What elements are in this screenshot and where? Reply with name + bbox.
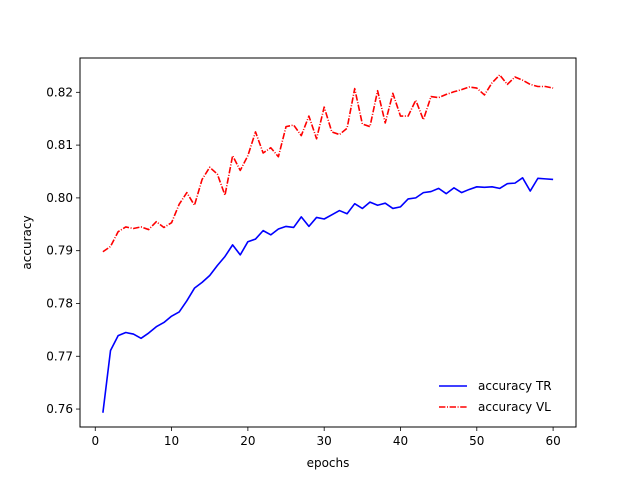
- y-tick-label: 0.80: [46, 191, 73, 205]
- x-axis-label: epochs: [307, 456, 350, 470]
- y-axis-ticks: 0.76 0.77 0.78 0.79 0.80 0.81 0.82: [46, 85, 80, 416]
- x-tick-label: 0: [91, 434, 99, 448]
- y-axis-label: accuracy: [20, 215, 34, 269]
- legend-label-accuracy-vl: accuracy VL: [478, 400, 551, 414]
- x-tick-label: 40: [393, 434, 408, 448]
- x-tick-label: 20: [240, 434, 255, 448]
- y-tick-label: 0.81: [46, 138, 73, 152]
- y-tick-label: 0.79: [46, 244, 73, 258]
- y-tick-label: 0.78: [46, 296, 73, 310]
- plot-frame: [79, 57, 577, 428]
- plot-content: [102, 74, 554, 413]
- x-tick-label: 60: [545, 434, 560, 448]
- legend: accuracy TR accuracy VL: [439, 379, 552, 414]
- legend-label-accuracy-tr: accuracy TR: [478, 379, 552, 393]
- x-tick-label: 30: [317, 434, 332, 448]
- series-line-accuracy-vl: [102, 74, 554, 253]
- y-tick-label: 0.77: [46, 349, 73, 363]
- x-axis-ticks: 0 10 20 30 40 50 60: [91, 427, 561, 448]
- y-tick-label: 0.82: [46, 85, 73, 99]
- x-tick-label: 10: [164, 434, 179, 448]
- y-tick-label: 0.76: [46, 402, 73, 416]
- x-tick-label: 50: [469, 434, 484, 448]
- series-line-accuracy-tr: [102, 177, 554, 413]
